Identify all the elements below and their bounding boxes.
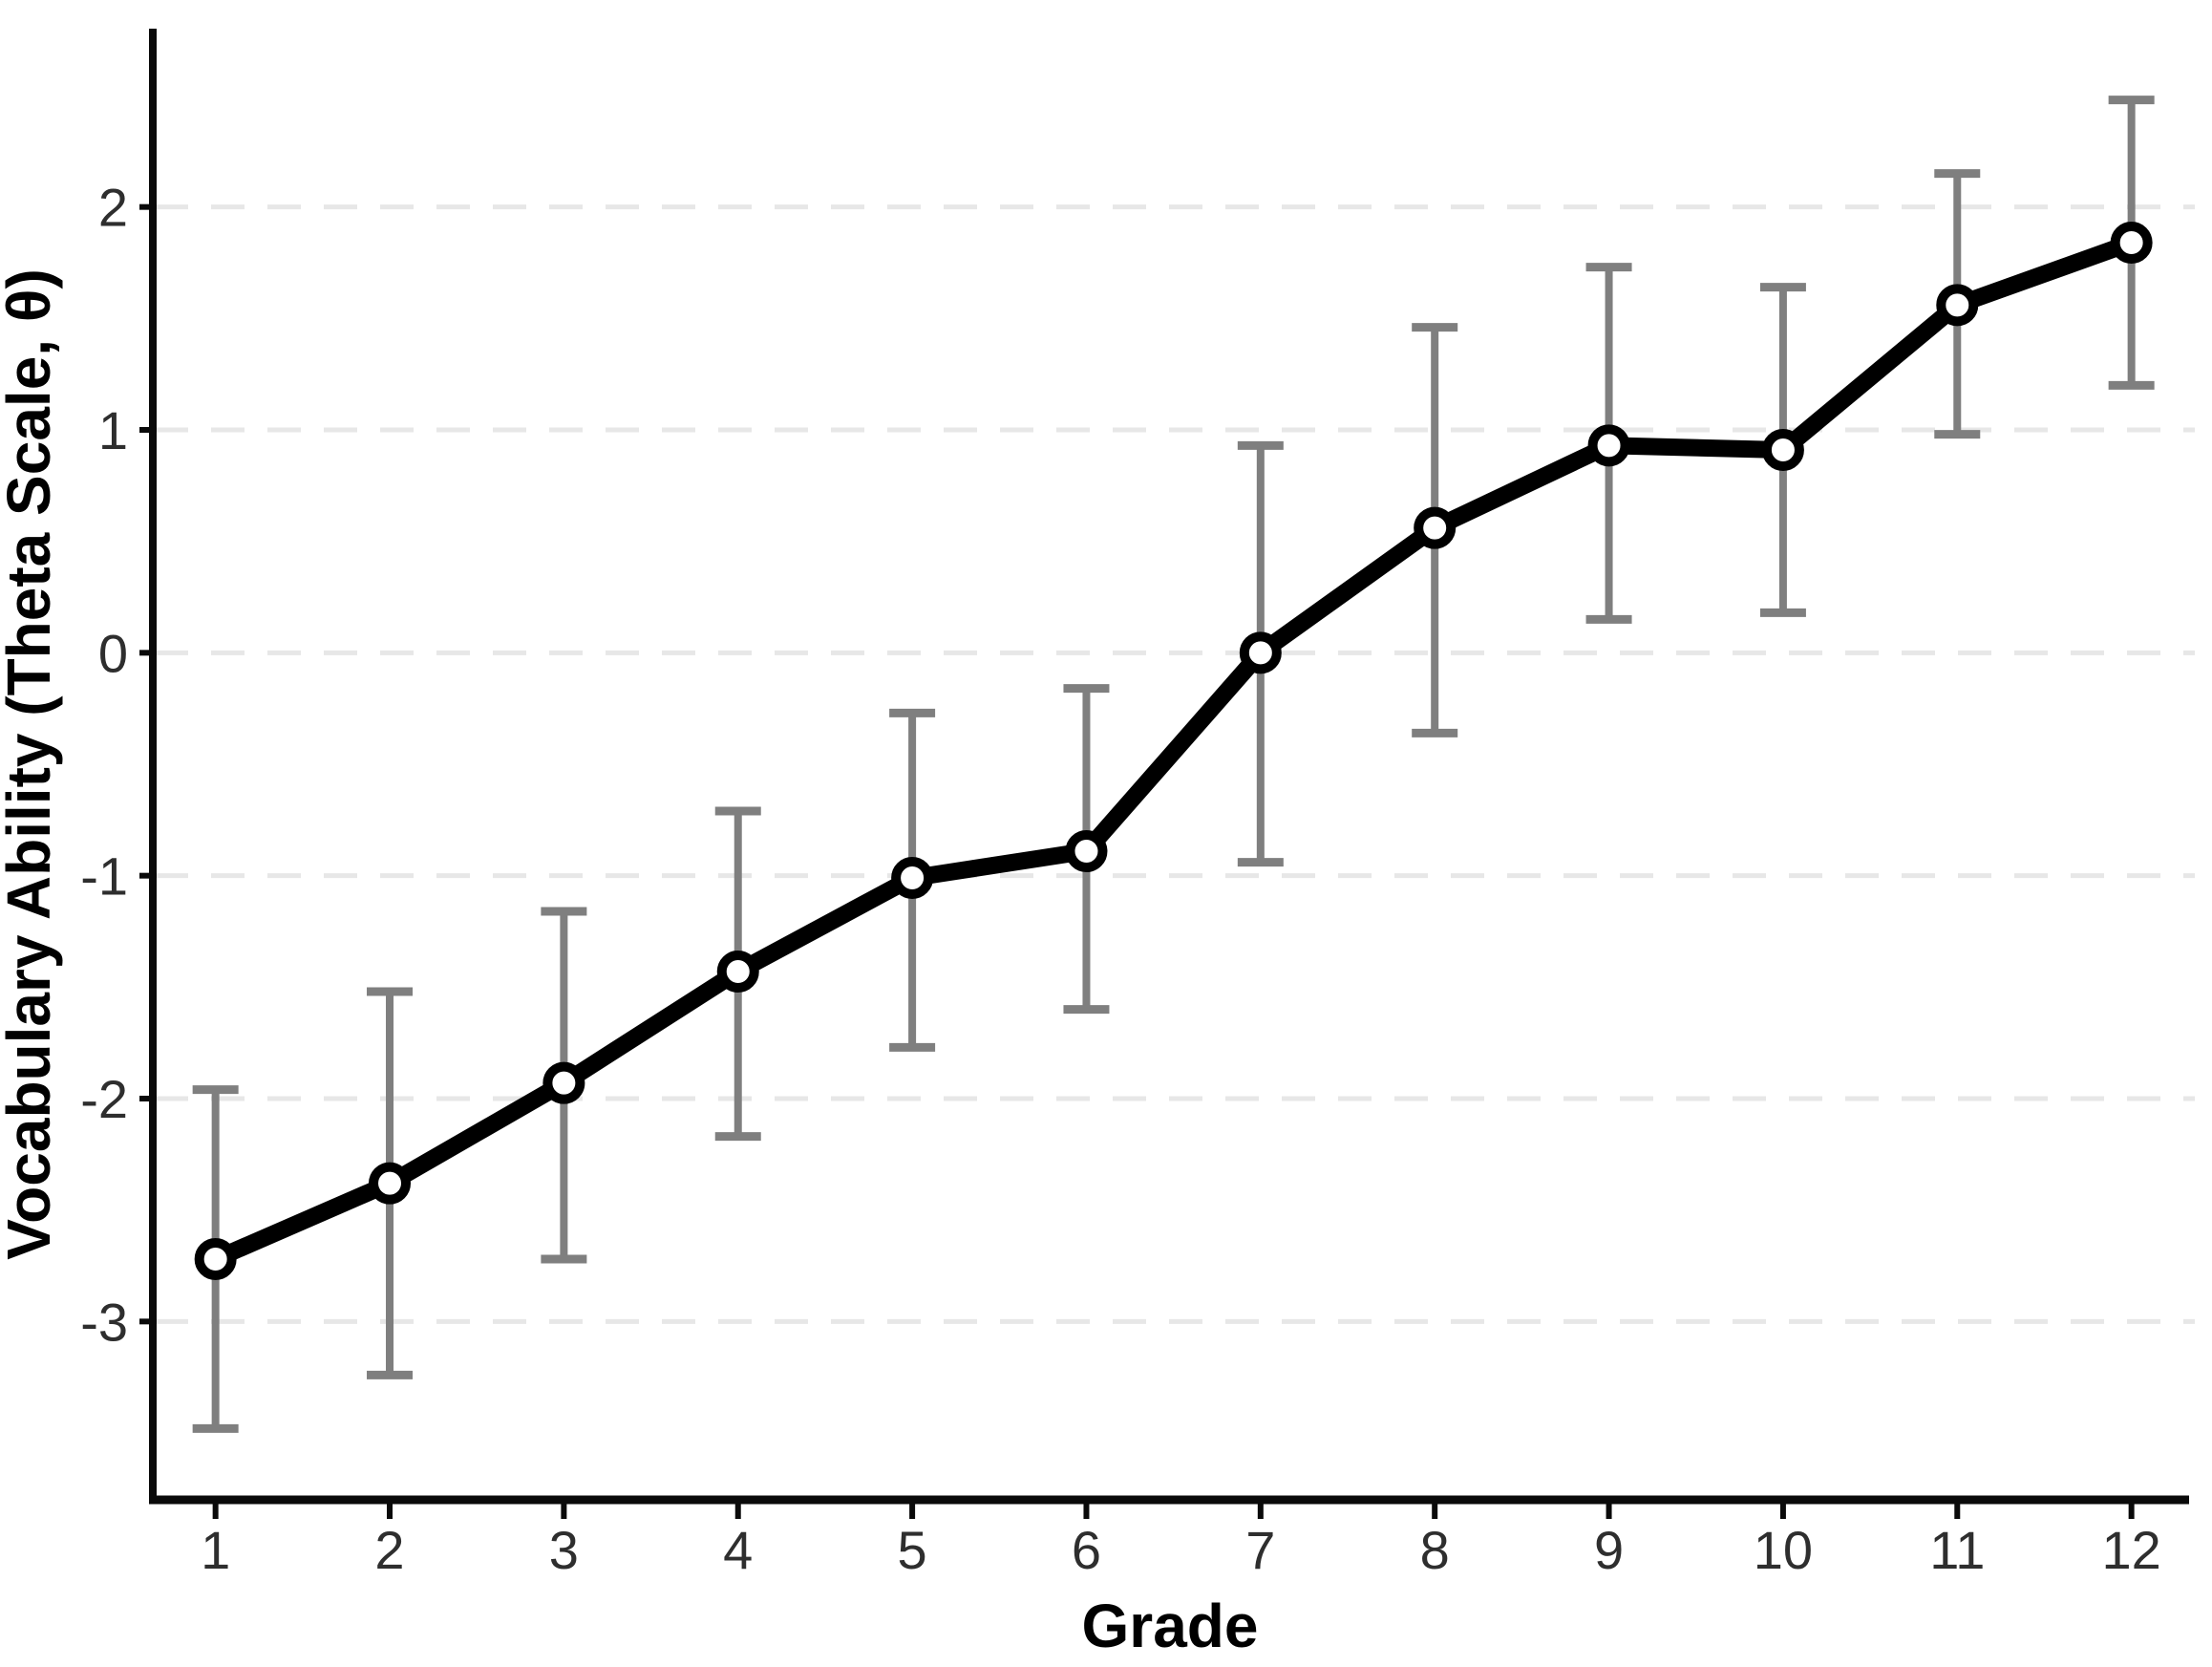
data-point-grade-7 xyxy=(1239,631,1282,674)
ability-trend-line xyxy=(206,234,2140,1268)
x-tick-label-7: 7 xyxy=(1245,1520,1275,1580)
x-tick-label-8: 8 xyxy=(1420,1520,1450,1580)
x-axis-title: Grade xyxy=(1082,1592,1259,1660)
y-tick-label--3: -3 xyxy=(80,1292,128,1352)
x-tick-label-1: 1 xyxy=(201,1520,230,1580)
y-tick-label-0: 0 xyxy=(98,623,128,683)
x-tick-label-3: 3 xyxy=(549,1520,579,1580)
data-point-grade-4 xyxy=(716,951,759,993)
data-point-grade-9 xyxy=(1587,424,1630,467)
y-axis-title: Vocabulary Ability (Theta Scale, θ) xyxy=(0,268,63,1260)
data-point-grade-3 xyxy=(542,1061,585,1104)
y-tick-label--2: -2 xyxy=(80,1069,128,1129)
y-tick-label--1: -1 xyxy=(80,846,128,907)
x-tick-label-6: 6 xyxy=(1072,1520,1101,1580)
data-point-grade-11 xyxy=(1936,284,1979,327)
y-tick-label-1: 1 xyxy=(98,400,128,460)
x-tick-label-5: 5 xyxy=(898,1520,927,1580)
data-point-grade-5 xyxy=(891,857,934,899)
data-point-grade-12 xyxy=(2110,222,2153,264)
axes-layer xyxy=(139,29,2189,1519)
x-tick-label-4: 4 xyxy=(723,1520,753,1580)
x-tick-label-12: 12 xyxy=(2101,1520,2160,1580)
tick-labels-layer: 210-1-2-31 2 3 4 5 6 7 8 9 10 11 12 xyxy=(80,178,2161,1580)
data-point-grade-6 xyxy=(1065,830,1108,872)
data-point-grade-8 xyxy=(1414,506,1457,549)
data-point-grade-10 xyxy=(1761,429,1804,471)
x-tick-label-10: 10 xyxy=(1754,1520,1813,1580)
x-tick-label-9: 9 xyxy=(1594,1520,1624,1580)
data-point-grade-1 xyxy=(194,1238,237,1280)
data-points-layer xyxy=(194,222,2153,1280)
data-point-grade-2 xyxy=(369,1162,412,1205)
gridlines-layer xyxy=(155,204,2195,1324)
trend-line-layer xyxy=(206,234,2140,1268)
x-tick-label-2: 2 xyxy=(374,1520,404,1580)
y-tick-label-2: 2 xyxy=(98,178,128,238)
x-tick-label-11: 11 xyxy=(1929,1520,1985,1580)
